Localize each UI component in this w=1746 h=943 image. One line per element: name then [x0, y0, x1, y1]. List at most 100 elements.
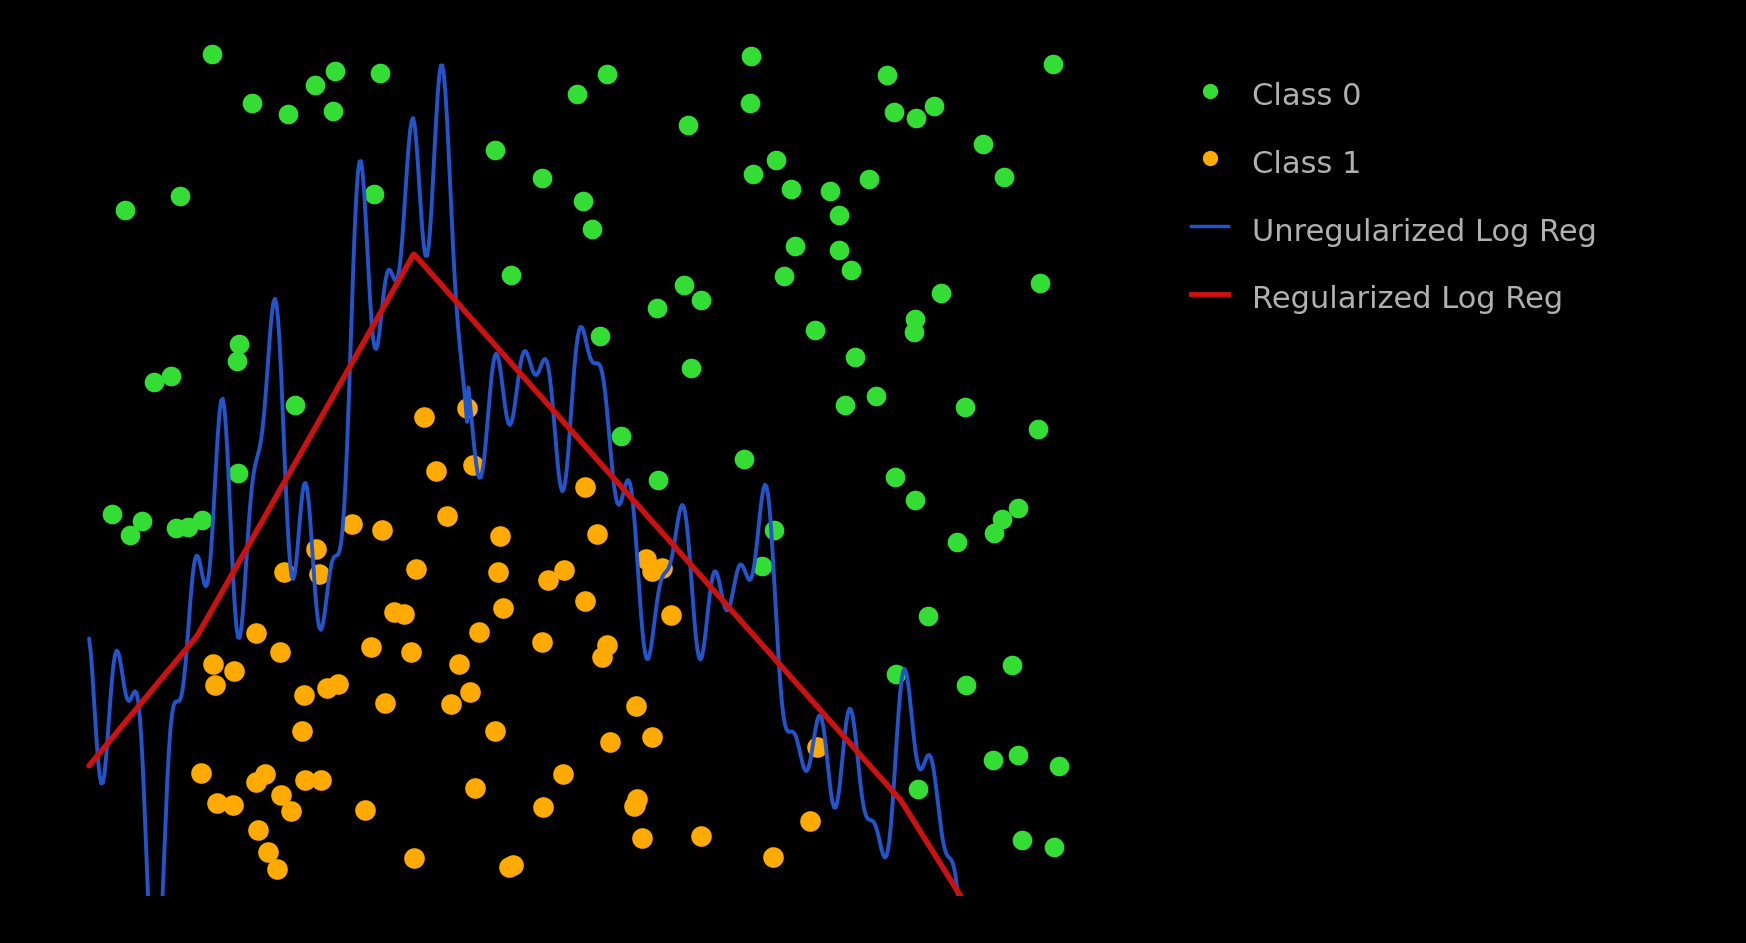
- Point: [225, 336, 253, 351]
- Point: [831, 397, 859, 412]
- Point: [643, 301, 670, 316]
- Point: [980, 526, 1007, 541]
- Point: [339, 516, 367, 531]
- Point: [913, 608, 941, 623]
- Point: [587, 328, 615, 343]
- Point: [278, 803, 306, 819]
- Point: [648, 560, 676, 575]
- Point: [677, 360, 705, 375]
- Point: [571, 479, 599, 494]
- Point: [903, 110, 931, 125]
- Point: [290, 687, 318, 703]
- Point: [300, 78, 328, 93]
- Point: [1023, 422, 1051, 437]
- Point: [899, 325, 927, 340]
- Point: [360, 187, 388, 202]
- Point: [199, 656, 227, 671]
- Point: [288, 723, 316, 738]
- Point: [826, 242, 854, 257]
- Point: [456, 685, 484, 700]
- Point: [623, 791, 651, 806]
- Point: [494, 860, 522, 875]
- Point: [670, 277, 698, 292]
- Point: [629, 830, 656, 845]
- Point: [656, 607, 684, 622]
- Point: [496, 267, 524, 282]
- Point: [325, 677, 353, 692]
- Point: [307, 772, 335, 787]
- Point: [608, 428, 636, 443]
- Point: [622, 698, 650, 713]
- Point: [826, 207, 854, 223]
- Point: [175, 520, 203, 535]
- Point: [856, 172, 883, 187]
- Point: [367, 65, 395, 80]
- Point: [162, 521, 190, 536]
- Point: [904, 781, 932, 796]
- Point: [271, 564, 299, 579]
- Point: [730, 451, 758, 466]
- Point: [571, 594, 599, 609]
- Point: [901, 311, 929, 326]
- Point: [880, 470, 908, 485]
- Point: [304, 566, 332, 581]
- Point: [594, 637, 622, 653]
- Point: [1044, 759, 1072, 774]
- Point: [950, 400, 978, 415]
- Point: [836, 262, 864, 277]
- Point: [223, 354, 251, 369]
- Point: [952, 677, 980, 692]
- Point: [863, 389, 890, 404]
- Point: [527, 634, 555, 649]
- Point: [943, 535, 971, 550]
- Point: [381, 604, 409, 619]
- Point: [98, 506, 126, 521]
- Point: [990, 169, 1018, 184]
- Point: [644, 472, 672, 488]
- Point: [1004, 501, 1032, 516]
- Point: [485, 529, 513, 544]
- Point: [243, 774, 271, 789]
- Point: [320, 103, 347, 118]
- Point: [166, 189, 194, 204]
- Point: [274, 107, 302, 122]
- Point: [482, 723, 510, 738]
- Point: [817, 184, 845, 199]
- Point: [391, 606, 419, 621]
- Point: [321, 64, 349, 79]
- Point: [459, 457, 487, 472]
- Point: [529, 799, 557, 814]
- Point: [920, 99, 948, 114]
- Point: [445, 656, 473, 671]
- Point: [223, 466, 251, 481]
- Point: [760, 522, 787, 538]
- Point: [632, 552, 660, 567]
- Point: [201, 677, 229, 692]
- Point: [187, 765, 215, 780]
- Point: [1041, 839, 1069, 854]
- Point: [265, 645, 293, 660]
- Point: [129, 513, 157, 528]
- Point: [402, 562, 430, 577]
- Point: [499, 857, 527, 872]
- Point: [595, 735, 623, 750]
- Point: [461, 780, 489, 795]
- Point: [264, 862, 292, 877]
- Point: [637, 730, 665, 745]
- Point: [737, 96, 765, 111]
- Legend: Class 0, Class 1, Unregularized Log Reg, Regularized Log Reg: Class 0, Class 1, Unregularized Log Reg,…: [1177, 61, 1613, 332]
- Point: [484, 564, 512, 579]
- Point: [157, 368, 185, 383]
- Point: [436, 697, 464, 712]
- Point: [244, 822, 272, 837]
- Point: [292, 772, 320, 787]
- Point: [351, 802, 379, 818]
- Point: [674, 117, 702, 132]
- Point: [688, 828, 716, 843]
- Point: [927, 285, 955, 300]
- Point: [840, 349, 868, 364]
- Point: [115, 527, 143, 542]
- Point: [578, 222, 606, 237]
- Point: [423, 463, 450, 478]
- Point: [253, 845, 281, 860]
